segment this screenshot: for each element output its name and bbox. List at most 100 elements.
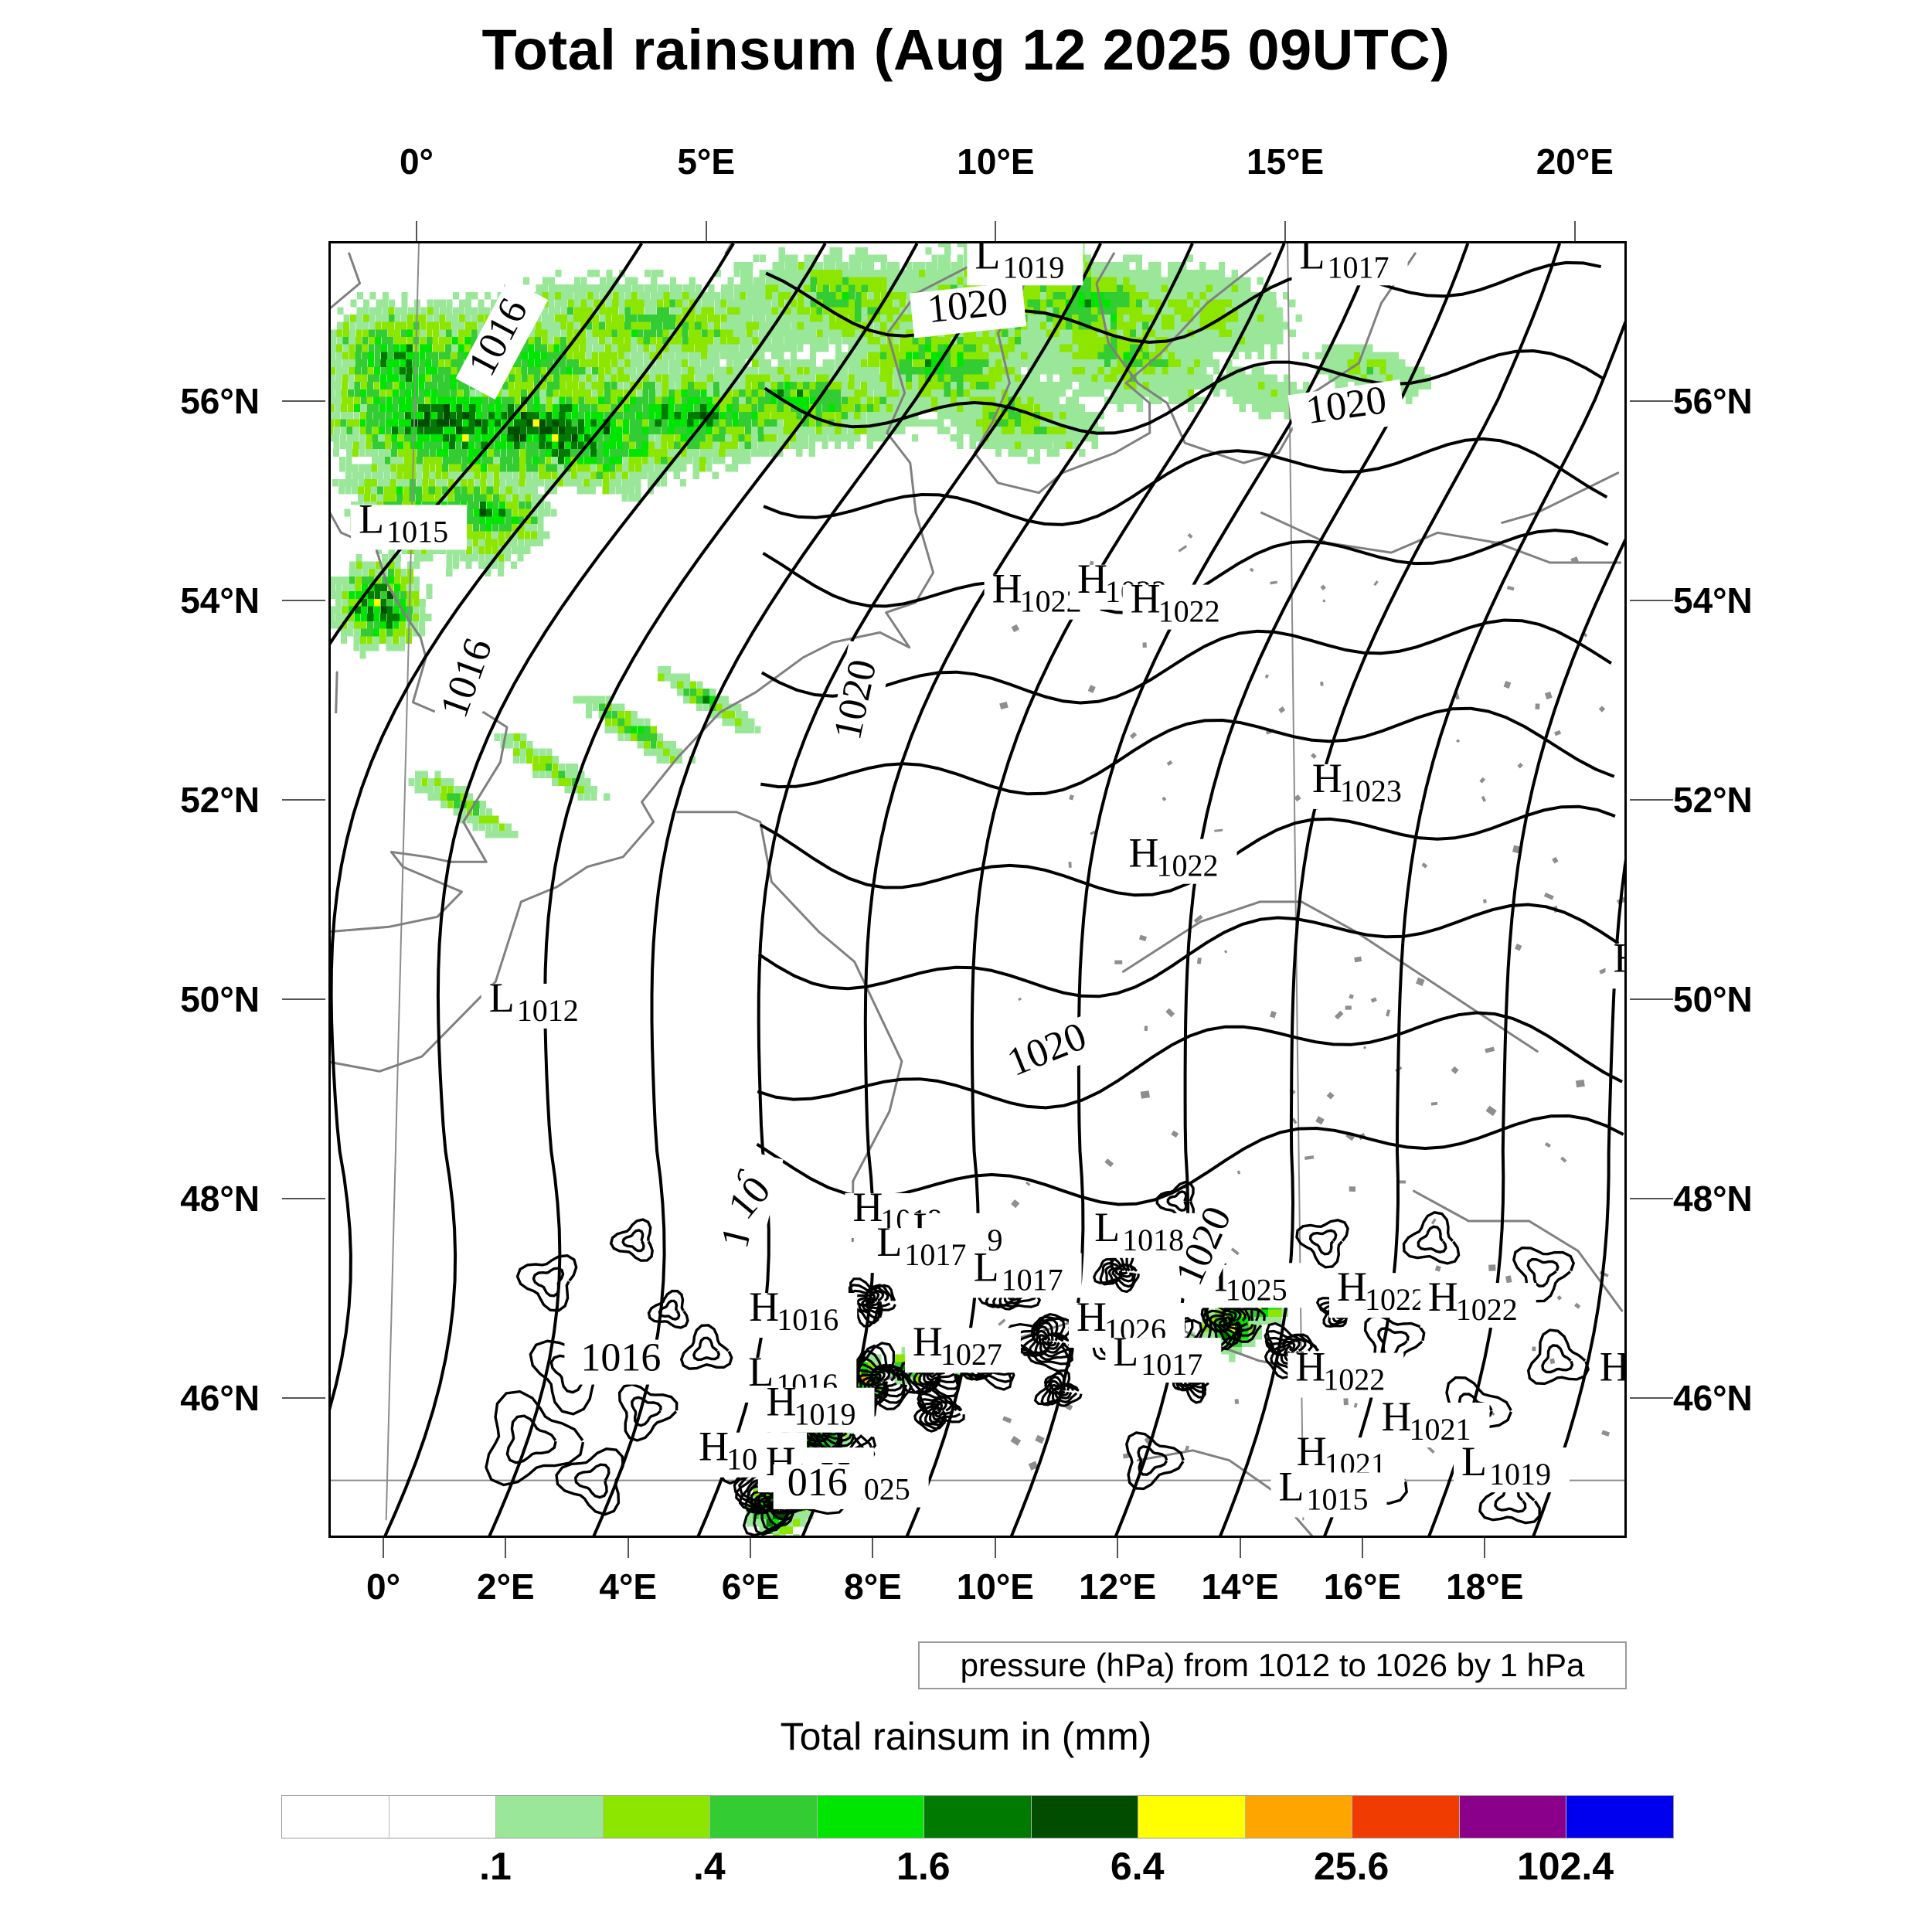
precip-cell: [1199, 315, 1206, 322]
precip-cell: [719, 449, 726, 457]
precip-cell: [842, 352, 849, 360]
precip-cell: [618, 703, 625, 712]
precip-cell: [751, 396, 758, 405]
precip-cell: [1193, 352, 1201, 360]
precip-cell: [849, 291, 855, 300]
precip-cell: [621, 478, 628, 487]
precip-cell: [628, 471, 635, 479]
precip-cell: [597, 404, 604, 412]
coastline-0: [331, 252, 509, 933]
precip-cell: [1181, 329, 1188, 337]
precip-cell: [847, 427, 854, 434]
precip-cell: [454, 793, 461, 801]
precip-cell: [982, 366, 989, 375]
precip-cell: [1251, 329, 1258, 337]
precip-cell: [654, 456, 662, 464]
precip-cell: [583, 464, 590, 472]
precip-cell: [509, 366, 515, 375]
precip-cell: [842, 337, 849, 345]
precip-cell: [861, 262, 868, 270]
precip-cell: [570, 478, 577, 487]
precip-cell: [358, 471, 365, 479]
precip-cell: [829, 262, 836, 270]
precip-cell: [1302, 352, 1309, 360]
precip-cell: [848, 329, 855, 337]
precip-cell: [1218, 269, 1226, 277]
precip-cell: [400, 614, 406, 621]
precip-cell: [1117, 307, 1124, 315]
precip-cell: [944, 284, 951, 292]
precip-cell: [547, 344, 554, 352]
precip-cell: [822, 307, 829, 315]
precip-cell: [745, 419, 752, 427]
precip-cell: [618, 291, 625, 300]
precip-cell: [605, 329, 612, 337]
precip-cell: [366, 389, 373, 397]
precip-cell: [879, 366, 886, 375]
lon-tick-bottom-5: 10°E: [956, 1566, 1034, 1607]
precip-cell: [460, 808, 467, 816]
precip-cell: [919, 262, 926, 270]
precip-cell: [379, 382, 386, 389]
precip-cell: [1155, 299, 1162, 308]
precip-cell: [886, 411, 893, 420]
precip-cell: [667, 464, 674, 472]
precip-cell: [791, 254, 798, 263]
precip-cell: [391, 434, 398, 442]
precip-cell: [1040, 434, 1047, 442]
precip-cell: [592, 359, 599, 367]
precip-cell: [1072, 396, 1079, 405]
precip-cell: [494, 427, 501, 434]
precip-cell: [982, 396, 989, 405]
precip-cell: [386, 389, 393, 397]
precip-cell: [505, 478, 512, 487]
precip-cell: [797, 299, 804, 308]
precip-cell: [566, 321, 573, 330]
precip-cell: [643, 344, 650, 352]
precip-cell: [1372, 359, 1380, 367]
precip-cell: [624, 321, 631, 330]
precip-cell: [1148, 262, 1155, 270]
island-speck: [1002, 1416, 1012, 1423]
precip-cell: [364, 478, 371, 487]
precip-cell: [355, 344, 362, 352]
precip-cell: [661, 434, 668, 442]
precip-cell: [829, 299, 836, 308]
precip-cell: [348, 374, 355, 383]
precip-cell: [1199, 262, 1206, 270]
precip-cell: [1225, 291, 1232, 300]
precip-cell: [893, 396, 900, 405]
precip-cell: [435, 464, 442, 472]
precip-cell: [511, 539, 518, 547]
precip-cell: [662, 352, 669, 360]
precip-cell: [1222, 1339, 1229, 1347]
precip-cell: [695, 321, 702, 330]
precip-cell: [379, 628, 386, 637]
precip-cell: [453, 808, 460, 816]
precip-cell: [544, 509, 551, 517]
precip-cell: [751, 434, 758, 442]
precip-cell: [507, 419, 514, 427]
precip-cell: [694, 344, 701, 352]
precip-cell: [618, 315, 625, 322]
precip-cell: [1090, 269, 1098, 277]
lon-tick-top-1: 5°E: [677, 141, 736, 182]
precip-cell: [532, 419, 539, 427]
precip-cell: [377, 464, 384, 472]
precip-cell: [1008, 337, 1015, 345]
precip-cell: [481, 434, 488, 442]
precip-cell: [617, 404, 624, 412]
precip-cell: [1084, 329, 1092, 337]
precip-cell: [657, 291, 664, 300]
precip-cell: [422, 471, 429, 479]
precip-cell: [1393, 374, 1400, 383]
precip-cell: [393, 591, 400, 599]
precip-cell: [694, 359, 701, 367]
precip-cell: [408, 778, 415, 786]
precip-cell: [675, 396, 682, 405]
precip-cell: [366, 404, 373, 412]
precip-cell: [693, 404, 700, 412]
precip-cell: [1168, 389, 1175, 397]
precip-cell: [371, 456, 378, 464]
precip-cell: [552, 449, 559, 457]
